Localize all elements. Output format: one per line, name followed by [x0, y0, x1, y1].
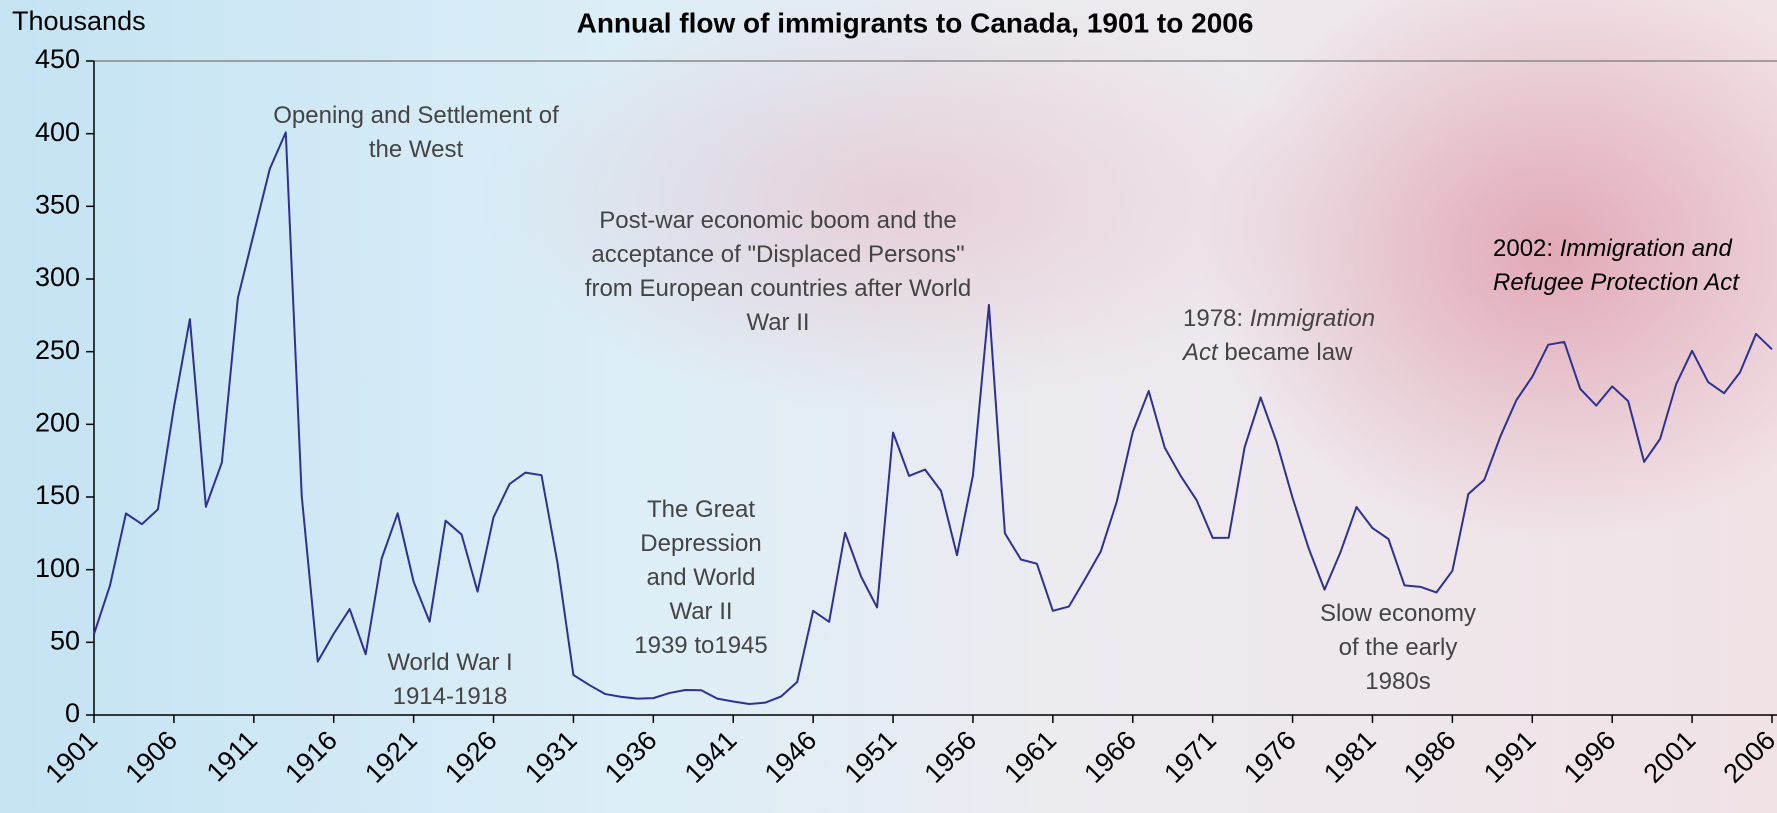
- x-tick-label: 1916: [279, 725, 343, 789]
- annotation-text: of the early: [1339, 634, 1458, 661]
- annotation-text: Immigration: [1250, 305, 1375, 332]
- annotation-text: 1980s: [1365, 668, 1430, 695]
- annotation: from European countries after World: [585, 275, 971, 302]
- annotation: and World: [647, 564, 756, 591]
- annotation: Opening and Settlement of: [273, 102, 559, 129]
- x-tick-label: 1996: [1558, 725, 1622, 789]
- annotation: War II: [746, 309, 809, 336]
- annotation-text: The Great: [647, 496, 755, 523]
- annotation-text: Refugee Protection Act: [1493, 269, 1740, 296]
- x-tick-label: 1976: [1238, 725, 1302, 789]
- x-tick-label: 1941: [679, 725, 743, 789]
- x-tick-label: 1921: [359, 725, 423, 789]
- annotation: 2002: Immigration and: [1493, 235, 1732, 262]
- annotation: Refugee Protection Act: [1493, 269, 1740, 296]
- annotation-text: World War I: [387, 649, 512, 676]
- x-tick-label: 1931: [519, 725, 583, 789]
- annotation-text: Act: [1181, 339, 1219, 366]
- chart-title: Annual flow of immigrants to Canada, 190…: [577, 7, 1254, 38]
- annotation-text: 1939 to1945: [634, 632, 767, 659]
- y-tick-label: 200: [35, 407, 80, 437]
- annotation-text: Slow economy: [1320, 600, 1476, 627]
- annotation-text: Immigration and: [1560, 235, 1733, 262]
- annotation: 1978: Immigration: [1183, 305, 1375, 332]
- annotation-text: Depression: [640, 530, 761, 557]
- x-tick-label: 1951: [839, 725, 903, 789]
- annotation-text: the West: [369, 136, 464, 163]
- y-tick-label: 150: [35, 480, 80, 510]
- annotation: War II: [669, 598, 732, 625]
- data-line: [93, 131, 1773, 705]
- annotation-text: 1914-1918: [393, 683, 508, 710]
- x-tick-label: 1971: [1158, 725, 1222, 789]
- annotation: the West: [369, 136, 464, 163]
- annotation: The Great: [647, 496, 755, 523]
- x-tick-label: 1966: [1078, 725, 1142, 789]
- annotation-text: and World: [647, 564, 756, 591]
- y-tick-label: 0: [65, 698, 80, 728]
- annotation: Slow economy: [1320, 600, 1476, 627]
- y-tick-label: 250: [35, 335, 80, 365]
- y-tick-label: 350: [35, 189, 80, 219]
- y-tick-label: 400: [35, 117, 80, 147]
- x-tick-label: 1926: [439, 725, 503, 789]
- y-tick-label: 100: [35, 553, 80, 583]
- annotation-text: from European countries after World: [585, 275, 971, 302]
- x-tick-label: 1961: [998, 725, 1062, 789]
- annotation: 1914-1918: [393, 683, 508, 710]
- x-tick-label: 1956: [919, 725, 983, 789]
- annotation-text: War II: [669, 598, 732, 625]
- y-tick-label: 300: [35, 262, 80, 292]
- annotation-text: Opening and Settlement of: [273, 102, 559, 129]
- x-tick-label: 1946: [759, 725, 823, 789]
- annotation: of the early: [1339, 634, 1458, 661]
- annotation: Depression: [640, 530, 761, 557]
- x-tick-label: 1901: [40, 725, 104, 789]
- y-tick-label: 450: [35, 44, 80, 74]
- x-tick-label: 1986: [1398, 725, 1462, 789]
- annotation-text: War II: [746, 309, 809, 336]
- annotation: Act became law: [1181, 339, 1353, 366]
- annotation: 1980s: [1365, 668, 1430, 695]
- annotation: 1939 to1945: [634, 632, 767, 659]
- x-tick-label: 1991: [1478, 725, 1542, 789]
- x-tick-label: 1906: [119, 725, 183, 789]
- y-axis-label: Thousands: [12, 6, 146, 36]
- annotation: acceptance of "Displaced Persons": [591, 241, 964, 268]
- x-tick-label: 1911: [201, 725, 263, 787]
- annotation-text: became law: [1218, 339, 1353, 366]
- x-tick-label: 1936: [599, 725, 663, 789]
- annotation-text: Post-war economic boom and the: [599, 207, 957, 234]
- annotation-text: 1978:: [1183, 305, 1250, 332]
- x-tick-label: 2001: [1638, 725, 1702, 789]
- x-tick-label: 1981: [1318, 725, 1382, 789]
- x-tick-label: 2006: [1718, 725, 1777, 789]
- annotation-text: acceptance of "Displaced Persons": [591, 241, 964, 268]
- annotation-text: 2002:: [1493, 235, 1560, 262]
- annotation: Post-war economic boom and the: [599, 207, 957, 234]
- annotation: World War I: [387, 649, 512, 676]
- y-tick-label: 50: [50, 625, 80, 655]
